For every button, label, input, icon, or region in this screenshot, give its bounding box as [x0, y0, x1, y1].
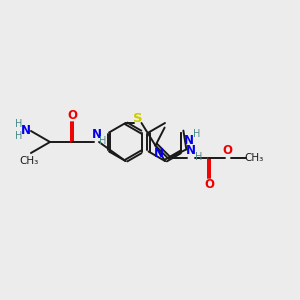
Text: H: H	[15, 119, 22, 129]
Text: O: O	[204, 178, 214, 191]
Text: S: S	[133, 112, 142, 124]
Text: H: H	[193, 129, 200, 139]
Text: N: N	[154, 147, 164, 160]
Text: N: N	[186, 145, 196, 158]
Text: O: O	[67, 109, 77, 122]
Text: O: O	[223, 145, 233, 158]
Text: CH₃: CH₃	[245, 153, 264, 163]
Text: CH₃: CH₃	[19, 156, 39, 166]
Text: N: N	[184, 134, 194, 147]
Text: N: N	[92, 128, 102, 140]
Text: H: H	[194, 152, 202, 162]
Text: H: H	[15, 131, 22, 141]
Text: N: N	[21, 124, 31, 136]
Text: H: H	[99, 136, 107, 146]
